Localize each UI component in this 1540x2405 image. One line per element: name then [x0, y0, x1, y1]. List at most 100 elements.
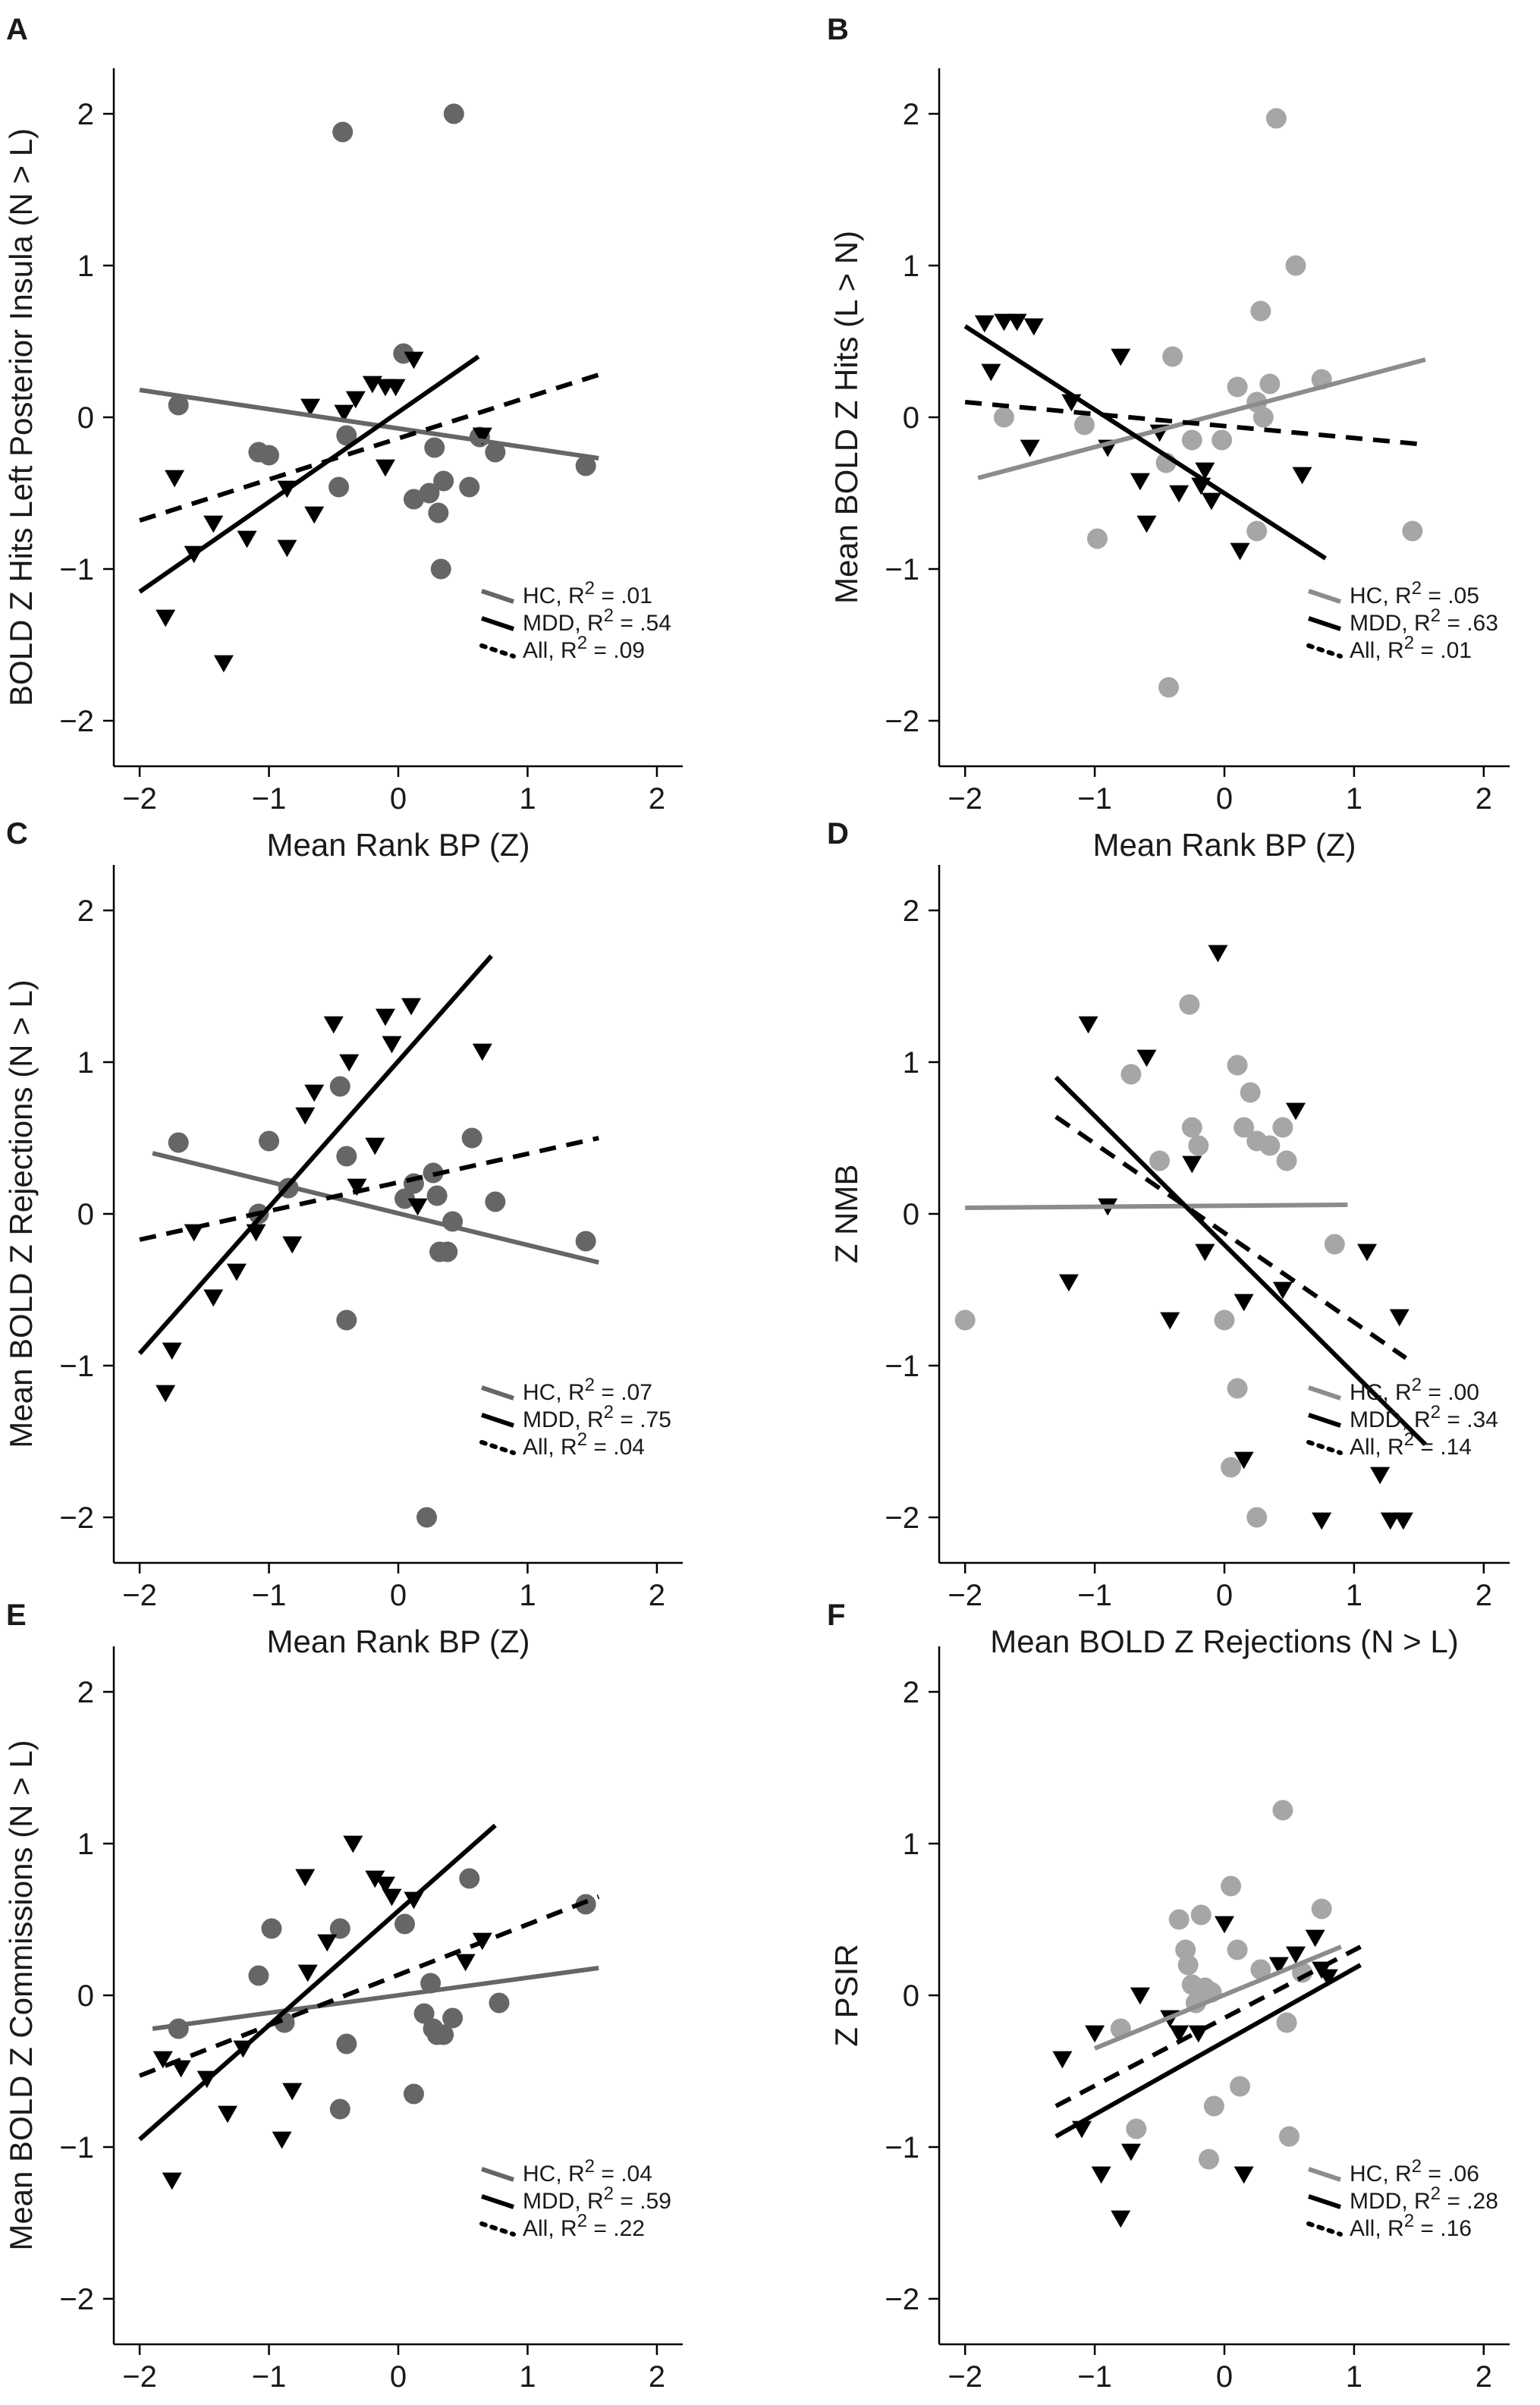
legend-swatch-hc — [481, 2167, 514, 2182]
x-tick-label: 1 — [519, 1579, 536, 1612]
mdd-point — [339, 1054, 360, 1072]
hc-point — [575, 455, 596, 476]
hc-point — [1272, 1117, 1293, 1138]
hc-point — [416, 1507, 437, 1528]
panel-letter: D — [827, 817, 849, 850]
mdd-point — [1091, 2166, 1111, 2184]
legend-swatch-mdd — [481, 1413, 514, 1428]
mdd-point — [1182, 1155, 1202, 1174]
hc-point — [1181, 429, 1202, 451]
hc-point — [954, 1309, 976, 1331]
y-tick-label: −2 — [59, 705, 94, 738]
mdd-point — [165, 470, 185, 488]
x-tick-label: −2 — [948, 1579, 982, 1612]
hc-point — [248, 1965, 269, 1986]
legend-label-hc: HC, R2 = .05 — [1350, 578, 1479, 608]
hc-point — [1181, 1117, 1202, 1138]
mdd-regression-line — [963, 324, 1327, 561]
y-axis-label: BOLD Z Hits Left Posterior Insula (N > L… — [3, 128, 39, 706]
mdd-point — [1312, 1512, 1332, 1530]
hc-point — [428, 502, 449, 523]
y-tick-label: −2 — [59, 1501, 94, 1535]
legend-swatch-mdd — [1308, 2194, 1341, 2209]
legend-swatch-all — [479, 1440, 516, 1455]
hc-point — [336, 2033, 357, 2054]
mdd-point — [203, 515, 224, 533]
panel-letter: B — [827, 13, 849, 46]
hc-regression-line — [1093, 1944, 1342, 2051]
legend-swatch-hc — [481, 589, 514, 604]
hc-point — [1120, 1064, 1142, 1085]
panel-letter: F — [827, 1599, 845, 1632]
hc-point — [442, 2007, 464, 2029]
hc-point — [1265, 108, 1287, 129]
mdd-point — [382, 1888, 402, 1907]
mdd-regression-line — [138, 1823, 497, 2142]
y-axis-label: Mean BOLD Z Hits (L > N) — [828, 231, 864, 604]
hc-point — [1212, 429, 1233, 451]
hc-regression-line — [152, 1966, 599, 2031]
y-tick-label: 0 — [903, 1198, 919, 1231]
hc-point — [394, 1188, 416, 1209]
mdd-point — [1305, 1929, 1325, 1948]
hc-point — [433, 2024, 454, 2045]
y-tick-label: 1 — [903, 1828, 919, 1861]
mdd-point — [347, 1178, 367, 1196]
mdd-point — [981, 363, 1001, 382]
y-tick-label: 1 — [77, 1828, 94, 1861]
mdd-point — [455, 1954, 476, 1972]
hc-point — [419, 483, 440, 504]
hc-point — [459, 476, 480, 498]
hc-point — [443, 103, 464, 124]
y-tick-label: 1 — [903, 1046, 919, 1080]
mdd-point — [1111, 2210, 1131, 2228]
legend-label-all: All, R2 = .01 — [1350, 633, 1472, 663]
hc-point — [259, 1130, 280, 1152]
hc-point — [1149, 1150, 1171, 1171]
mdd-point — [272, 2131, 292, 2149]
hc-point — [1087, 528, 1108, 549]
legend-label-all: All, R2 = .09 — [523, 633, 645, 663]
hc-point — [1250, 1959, 1271, 1980]
y-tick-label: −1 — [59, 1350, 94, 1383]
hc-point — [336, 1309, 357, 1331]
mdd-point — [277, 539, 297, 558]
y-axis-label: Z PSIR — [828, 1944, 864, 2046]
hc-point — [1272, 1800, 1293, 1821]
mdd-point — [1292, 467, 1312, 485]
x-tick-label: 2 — [649, 1579, 665, 1612]
x-tick-label: 0 — [390, 1579, 407, 1612]
hc-point — [1276, 2012, 1297, 2033]
hc-regression-line — [152, 1151, 599, 1265]
mdd-point — [974, 315, 995, 333]
mdd-point — [1052, 2051, 1073, 2069]
mdd-point — [1111, 348, 1131, 366]
mdd-point — [156, 609, 176, 627]
mdd-point — [375, 1876, 395, 1894]
x-tick-label: −1 — [1077, 2360, 1112, 2394]
x-tick-label: 0 — [1216, 782, 1233, 816]
hc-point — [1203, 2095, 1224, 2117]
panel-e: E −2 −1 0 1 2 −2 −1 0 1 2 Mean Rank BP (Z) Mean BOLD… — [3, 1599, 683, 2394]
x-tick-label: −2 — [122, 2360, 157, 2394]
panel-letter: C — [6, 817, 28, 850]
hc-regression-line — [139, 388, 599, 461]
panel-b: B −2 −1 0 1 2 −2 −1 0 1 2 Mean Rank BP (Z) Mean BOLD… — [827, 13, 1510, 863]
y-tick-label: −1 — [885, 553, 919, 586]
x-tick-label: 2 — [1476, 1579, 1492, 1612]
mdd-point — [385, 379, 406, 397]
mdd-point — [1272, 1281, 1293, 1300]
mdd-point — [304, 506, 325, 524]
hc-point — [1221, 1457, 1242, 1478]
legend-label-all: All, R2 = .04 — [523, 1429, 645, 1460]
hc-point — [261, 1918, 282, 1939]
mdd-point — [237, 530, 257, 549]
x-tick-label: 0 — [1216, 2360, 1233, 2394]
y-tick-label: −2 — [885, 1501, 919, 1535]
y-tick-label: 0 — [903, 1979, 919, 2013]
x-tick-label: 2 — [649, 2360, 665, 2394]
y-tick-label: −2 — [885, 705, 919, 738]
mdd-point — [1169, 2025, 1190, 2043]
